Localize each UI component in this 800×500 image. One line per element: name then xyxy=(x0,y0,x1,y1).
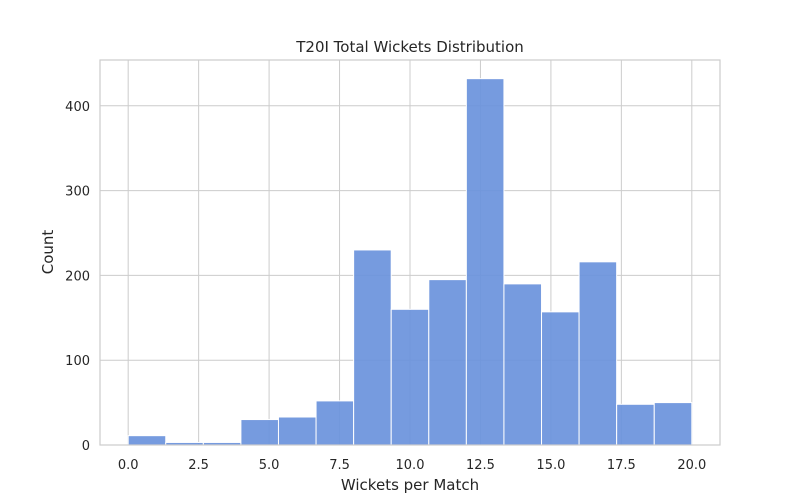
y-tick-label: 0 xyxy=(82,439,90,454)
y-tick-label: 300 xyxy=(65,185,90,200)
y-tick-labels: 0 100 200 300 400 xyxy=(65,100,90,454)
x-tick-label: 10.0 xyxy=(396,458,425,473)
x-axis-label: Wickets per Match xyxy=(341,476,479,494)
y-axis-label: Count xyxy=(39,230,57,275)
y-tick-label: 100 xyxy=(65,354,90,369)
histogram-bar xyxy=(503,283,543,446)
x-tick-label: 5.0 xyxy=(259,458,280,473)
histogram-bar xyxy=(653,402,693,446)
x-tick-label: 0.0 xyxy=(118,458,139,473)
x-tick-label: 2.5 xyxy=(188,458,209,473)
histogram-bar xyxy=(465,78,505,446)
x-tick-label: 15.0 xyxy=(536,458,565,473)
histogram-bars xyxy=(127,78,693,446)
histogram-bar xyxy=(127,435,167,446)
plot-frame xyxy=(99,59,721,446)
chart-title: T20I Total Wickets Distribution xyxy=(295,38,524,56)
histogram-bar xyxy=(428,279,467,446)
histogram-bar xyxy=(315,400,355,446)
x-tick-label: 7.5 xyxy=(329,458,350,473)
x-tick-label: 17.5 xyxy=(607,458,636,473)
histogram-bar xyxy=(616,403,655,446)
y-tick-label: 400 xyxy=(65,100,90,115)
histogram-bar xyxy=(353,249,392,446)
y-tick-label: 200 xyxy=(65,269,90,284)
histogram-bar xyxy=(390,308,430,446)
histogram-bar xyxy=(578,261,618,446)
x-tick-labels: 0.0 2.5 5.0 7.5 10.0 12.5 15.0 17.5 20.0 xyxy=(118,458,706,473)
histogram-bar xyxy=(277,416,317,446)
histogram-bar xyxy=(240,419,279,446)
x-tick-label: 20.0 xyxy=(677,458,706,473)
x-tick-label: 12.5 xyxy=(466,458,495,473)
histogram-bar xyxy=(541,311,580,446)
